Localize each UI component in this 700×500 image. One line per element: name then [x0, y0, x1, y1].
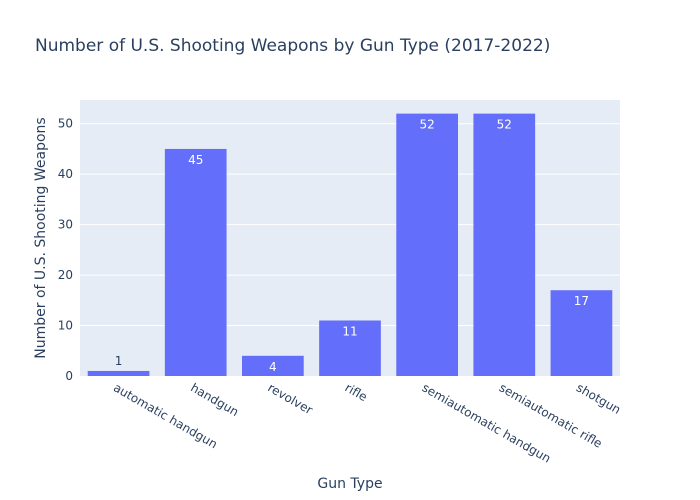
y-axis-ticks: 0 10 20 30 40 50 [58, 117, 73, 383]
y-tick-label: 20 [58, 268, 73, 282]
bar [396, 113, 458, 376]
bar-value-label: 4 [269, 360, 277, 374]
y-tick-label: 50 [58, 117, 73, 131]
bar-value-label: 45 [188, 153, 203, 167]
x-tick-label: shotgun [574, 380, 623, 416]
x-tick-label: semiautomatic handgun [420, 380, 554, 465]
y-tick-label: 40 [58, 167, 73, 181]
bar [87, 370, 150, 376]
y-tick-label: 30 [58, 218, 73, 232]
chart-title: Number of U.S. Shooting Weapons by Gun T… [35, 36, 550, 56]
x-tick-label: handgun [188, 380, 241, 419]
bar-value-label: 17 [574, 294, 589, 308]
x-axis-title: Gun Type [317, 476, 382, 492]
bar-value-label: 11 [342, 324, 357, 338]
y-tick-label: 10 [58, 319, 73, 333]
x-tick-label: revolver [265, 380, 315, 417]
bar-value-label: 52 [420, 118, 435, 132]
bars: 1 45 4 11 52 52 17 [87, 113, 613, 376]
y-axis-title: Number of U.S. Shooting Weapons [33, 117, 49, 358]
bar [319, 320, 381, 376]
bar [473, 113, 536, 376]
y-tick-label: 0 [65, 369, 73, 383]
x-tick-label: rifle [343, 380, 370, 404]
bar-value-label: 1 [115, 354, 123, 368]
bar [550, 290, 613, 376]
bar [164, 148, 227, 376]
bar [242, 355, 304, 376]
bar-value-label: 52 [497, 118, 512, 132]
